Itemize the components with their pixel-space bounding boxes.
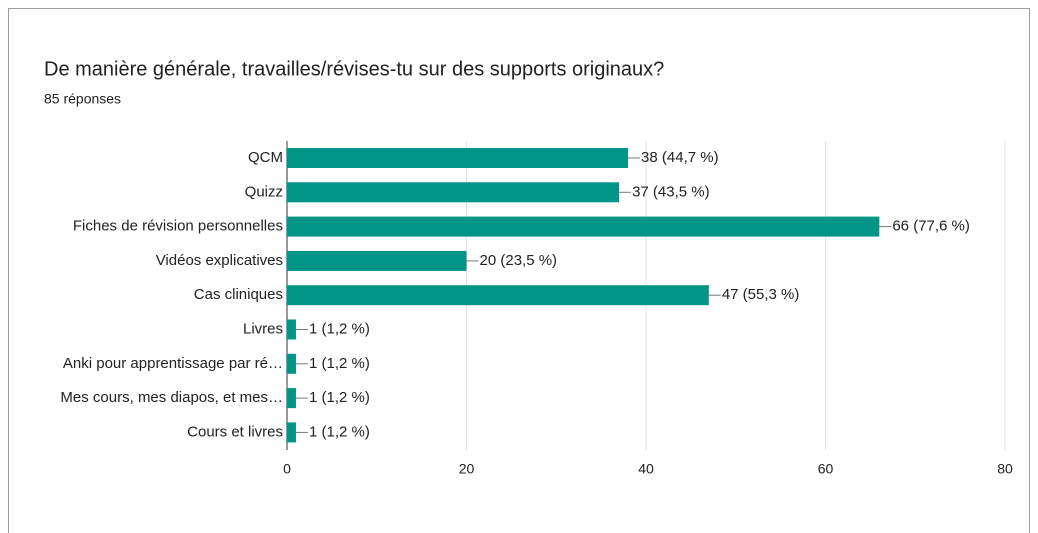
- y-tick-label: Mes cours, mes diapos, et mes…: [60, 389, 283, 406]
- value-label: 66 (77,6 %): [892, 218, 970, 235]
- y-tick-label: Fiches de révision personnelles: [73, 218, 283, 235]
- value-label: 47 (55,3 %): [722, 286, 800, 303]
- bar: [287, 250, 467, 271]
- x-tick-label: 60: [818, 461, 834, 477]
- y-tick-label: Anki pour apprentissage par ré…: [63, 355, 283, 372]
- x-tick-label: 80: [997, 461, 1013, 477]
- bar: [287, 353, 296, 374]
- value-label: 20 (23,5 %): [480, 252, 558, 269]
- card: [8, 8, 1030, 533]
- bar: [287, 388, 296, 409]
- value-label: 37 (43,5 %): [632, 183, 710, 200]
- value-label: 38 (44,7 %): [641, 149, 719, 166]
- y-tick-label: Vidéos explicatives: [156, 252, 283, 269]
- value-label: 1 (1,2 %): [309, 389, 370, 406]
- bar: [287, 319, 296, 340]
- y-tick-label: Cas cliniques: [194, 286, 283, 303]
- x-tick-label: 20: [459, 461, 475, 477]
- x-tick-label: 0: [283, 461, 291, 477]
- bar: [287, 422, 296, 443]
- value-label: 1 (1,2 %): [309, 355, 370, 372]
- y-tick-label: Livres: [243, 320, 283, 337]
- chart-subtitle: 85 réponses: [44, 91, 121, 107]
- value-label: 1 (1,2 %): [309, 423, 370, 440]
- y-tick-label: Quizz: [245, 183, 283, 200]
- value-label: 1 (1,2 %): [309, 320, 370, 337]
- bar: [287, 182, 620, 203]
- x-tick-label: 40: [638, 461, 654, 477]
- y-tick-label: QCM: [248, 149, 283, 166]
- chart-title: De manière générale, travailles/révises-…: [44, 58, 664, 80]
- bar: [287, 285, 709, 306]
- bar: [287, 148, 629, 168]
- bar: [287, 216, 880, 237]
- y-tick-label: Cours et livres: [187, 423, 283, 440]
